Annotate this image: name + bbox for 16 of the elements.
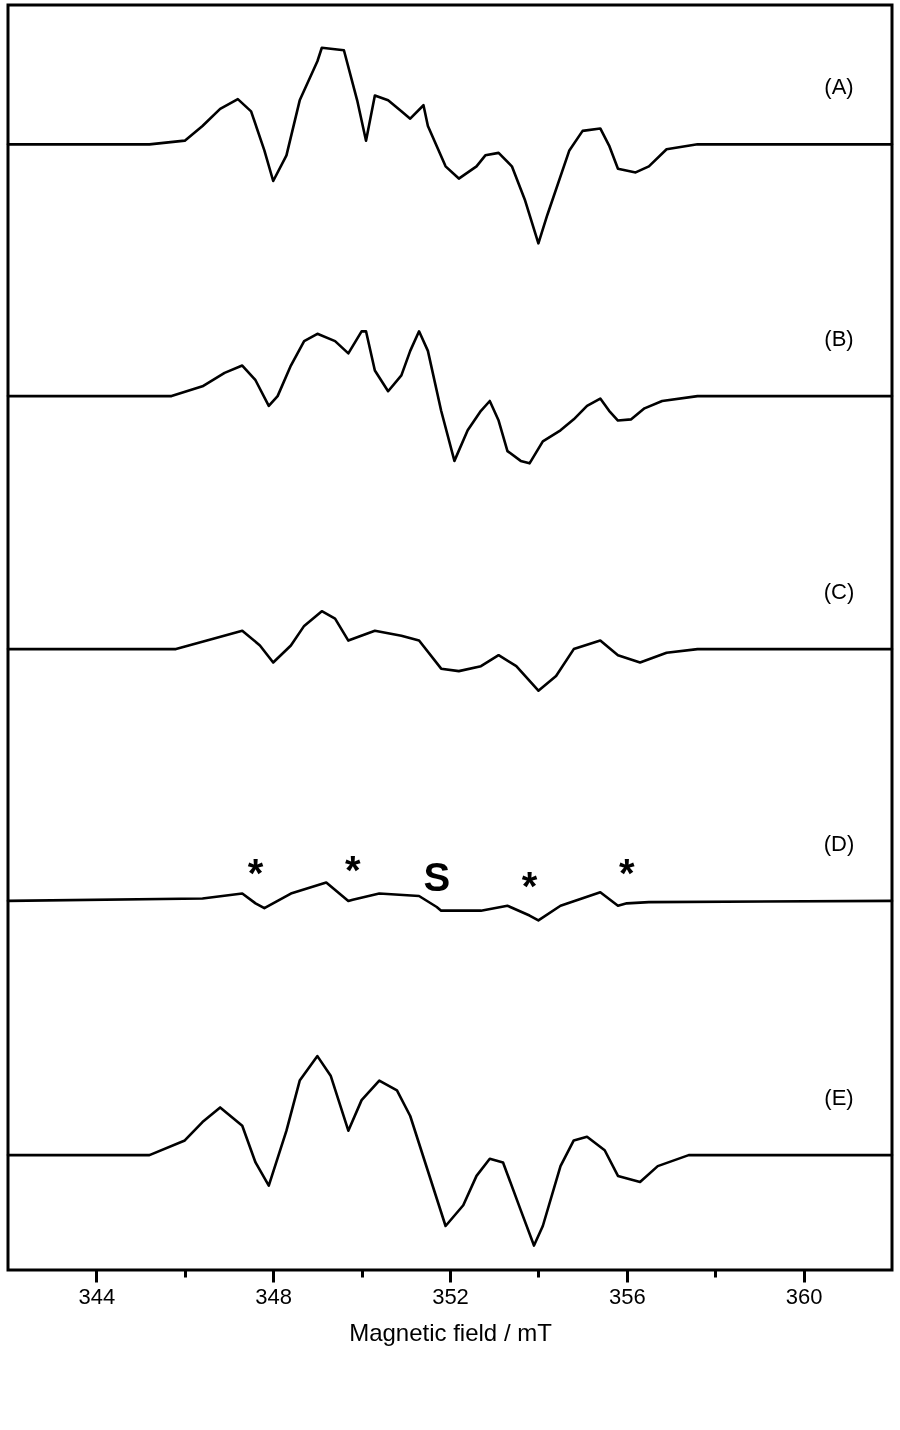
annotation: * (521, 863, 538, 908)
text: (E) (824, 1085, 854, 1111)
x-tick-label: 356 (608, 1283, 646, 1309)
text: (C) (823, 579, 855, 605)
x-tick-label: 352 (432, 1283, 469, 1309)
text: (B) (824, 326, 854, 352)
annotation: * (344, 847, 361, 892)
x-axis-title: Magnetic field / mT (349, 1318, 553, 1346)
annotation: S (423, 855, 451, 899)
text: (A) (824, 74, 854, 100)
x-tick-label: 348 (255, 1283, 293, 1309)
text: (D) (823, 830, 855, 856)
annotation: * (247, 851, 264, 896)
x-tick-label: 360 (785, 1283, 823, 1309)
annotation: * (619, 851, 636, 896)
x-tick-label: 344 (78, 1283, 116, 1309)
